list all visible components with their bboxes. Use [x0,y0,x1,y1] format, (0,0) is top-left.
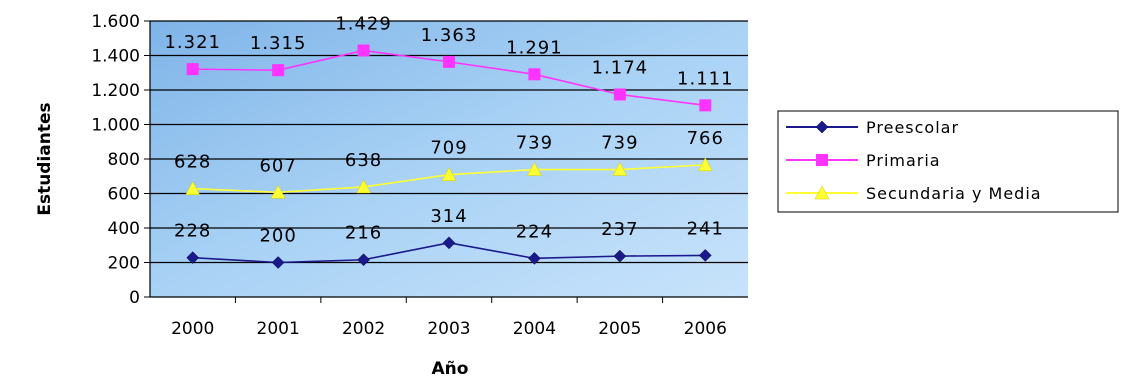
data-point [186,251,200,265]
legend: Preescolar Primaria Secundaria y Media [777,110,1119,213]
x-tick-label: 2002 [342,319,385,339]
x-tick-label: 2003 [427,319,470,339]
x-tick-label: 2000 [171,319,214,339]
data-label: 216 [345,223,382,244]
data-label: 739 [516,133,553,154]
y-tick-label: 1.000 [91,116,140,136]
data-point [699,99,712,112]
data-label: 739 [601,133,638,154]
data-label: 628 [174,152,211,173]
gridlines [149,20,748,303]
data-point [443,55,455,68]
data-point [527,161,542,176]
data-point [528,68,541,81]
data-label: 224 [516,221,553,242]
data-label: 1.111 [677,68,734,89]
y-tick-label: 1.600 [91,12,140,32]
legend-label: Secundaria y Media [866,184,1042,203]
data-point [612,161,628,176]
data-label: 638 [345,150,382,171]
data-point [271,256,285,269]
x-tick-label: 2001 [257,319,300,339]
data-point [528,252,541,265]
y-tick-label: 800 [108,150,140,170]
legend-marker [815,120,829,134]
data-point [270,184,286,199]
data-point [698,249,712,262]
data-labels: 228 200 216 314 224 237 241 1.321 1.315 1.429 1.36… [164,13,734,247]
data-point [697,157,713,172]
y-axis-ticks: 0 200 400 600 800 1.000 1.200 1.400 1.600 [91,12,150,308]
x-tick-label: 2005 [598,319,641,339]
data-point [613,249,627,263]
series-layer [185,44,713,269]
data-point [356,179,371,194]
data-label: 314 [430,206,467,227]
data-point [441,167,457,181]
data-label: 1.315 [250,33,307,54]
data-label: 709 [430,138,467,159]
legend-marker [814,185,830,200]
x-tick-label: 2006 [684,319,727,339]
data-label: 1.174 [592,57,649,78]
data-label: 228 [174,221,211,242]
y-tick-label: 400 [108,219,140,239]
data-point [185,181,201,195]
data-label: 237 [601,219,638,240]
data-point [186,63,199,76]
x-tick-label: 2004 [513,319,556,339]
data-label: 607 [259,155,296,176]
data-point [357,253,370,267]
data-point [442,236,456,250]
x-axis-title: Año [432,359,469,379]
y-tick-label: 200 [108,254,140,274]
x-axis-ticks: 2000 2001 2002 2003 2004 2005 2006 [171,319,727,339]
legend-marker [816,154,828,166]
data-point [613,88,626,101]
data-label: 766 [687,128,724,149]
data-label: 200 [259,226,296,247]
y-tick-label: 1.200 [91,81,140,101]
y-tick-label: 0 [129,288,140,308]
y-tick-label: 600 [108,185,140,205]
legend-label: Preescolar [866,118,959,137]
data-label: 241 [687,218,724,239]
data-label: 1.363 [421,25,478,46]
y-axis-title: Estudiantes [35,102,55,215]
data-label: 1.429 [335,13,392,34]
data-point [272,64,285,77]
data-label: 1.321 [164,32,221,53]
y-tick-label: 1.400 [91,47,140,67]
data-label: 1.291 [506,37,563,58]
legend-label: Primaria [866,151,941,170]
data-point [357,44,370,57]
